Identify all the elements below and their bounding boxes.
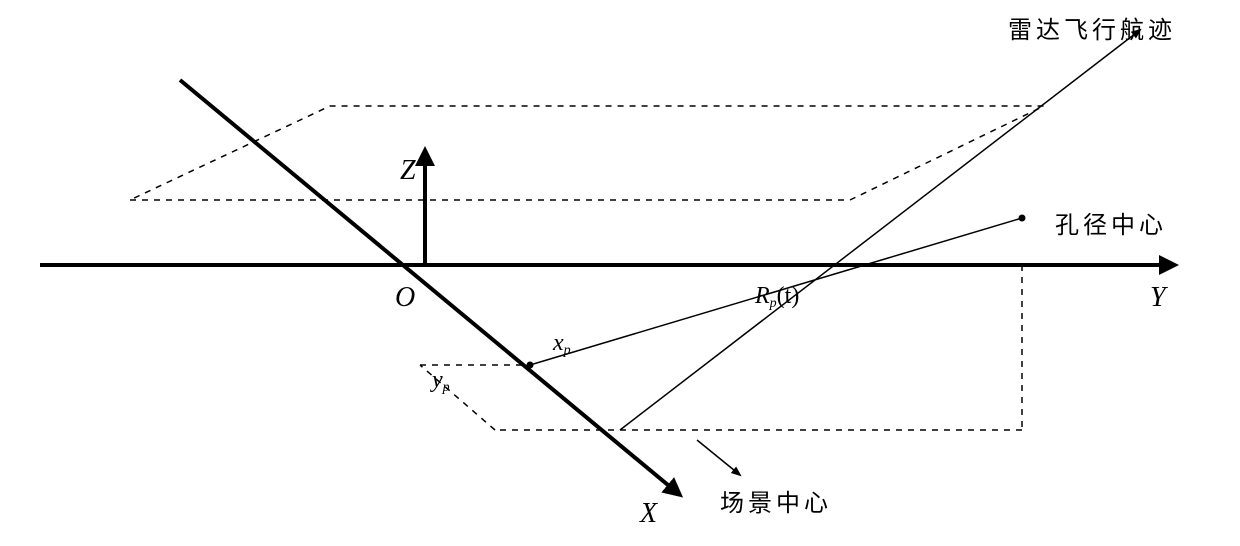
diagram-svg — [0, 0, 1240, 546]
origin-label: O — [395, 282, 415, 314]
trajectory-text: 雷达飞行航迹 — [1008, 10, 1176, 45]
y-axis-label: Y — [1150, 282, 1166, 314]
aperture-text: 孔径中心 — [1055, 205, 1167, 240]
rp-label: Rp(t) — [755, 283, 799, 312]
x-axis-label: X — [640, 498, 657, 530]
xp-label: xp — [553, 330, 571, 359]
diagram-container: O X Y Z xp yp Rp(t) 雷达飞行航迹 孔径中心 场景中心 — [0, 0, 1240, 546]
z-axis-label: Z — [400, 155, 416, 187]
yp-label: yp — [432, 367, 450, 396]
scene-text: 场景中心 — [720, 483, 832, 518]
